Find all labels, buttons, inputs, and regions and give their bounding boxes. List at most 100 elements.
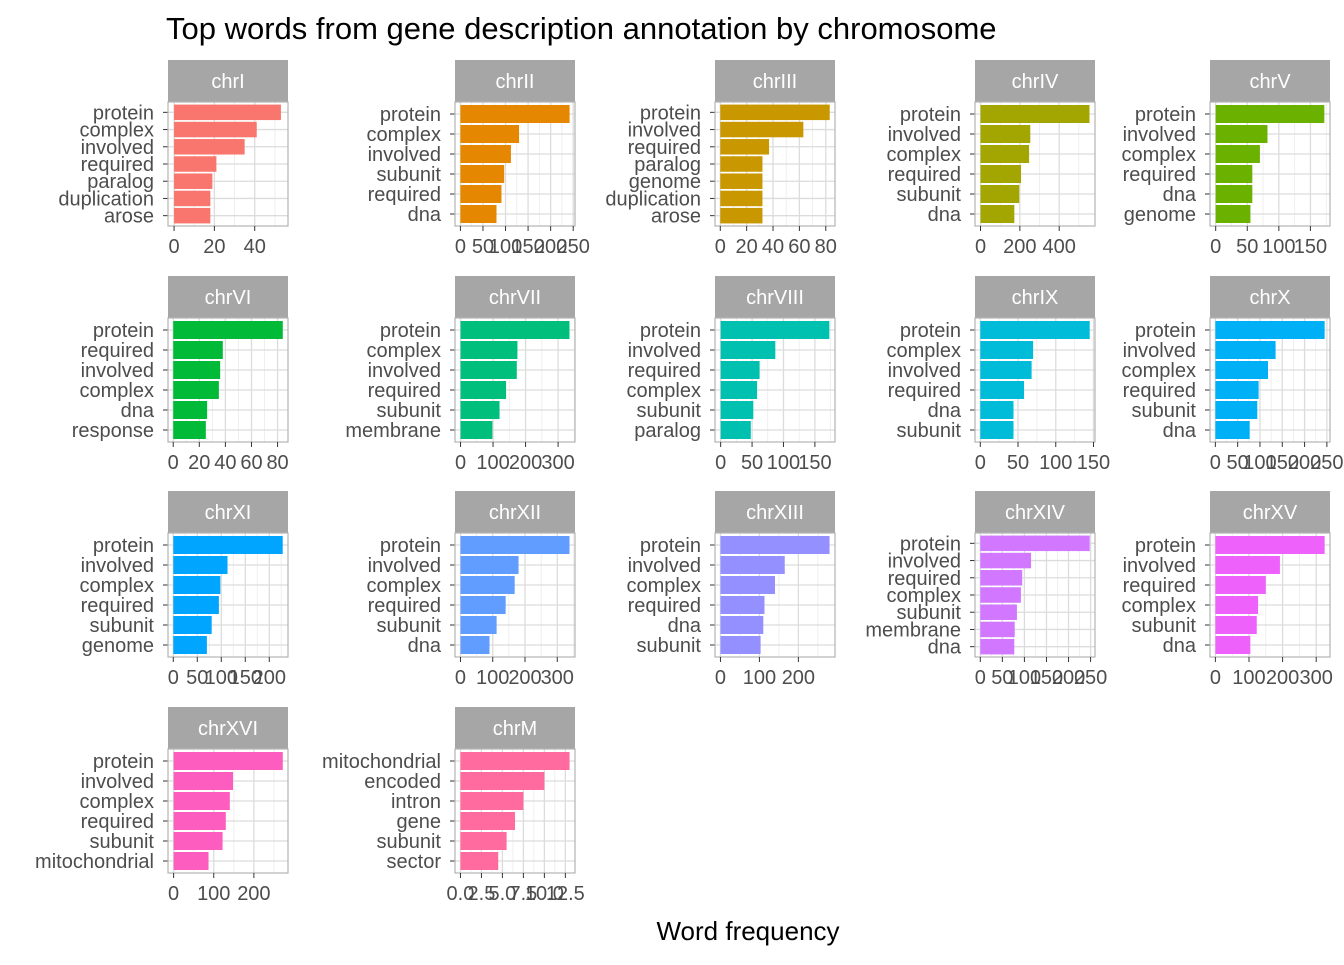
facet-strip-label: chrXIII bbox=[746, 502, 804, 524]
bar-required bbox=[174, 156, 217, 172]
bar-membrane bbox=[980, 621, 1015, 638]
bar-required bbox=[720, 361, 760, 379]
facet-strip-label: chrXII bbox=[489, 502, 541, 524]
y-tick-label: required bbox=[368, 380, 441, 402]
bar-required bbox=[980, 165, 1022, 183]
y-tick-label: protein bbox=[640, 320, 701, 342]
bar-required bbox=[173, 341, 223, 359]
x-tick-label: 20 bbox=[203, 236, 225, 258]
facet-strip bbox=[455, 60, 575, 102]
bar-involved bbox=[1215, 341, 1276, 359]
bar-protein bbox=[720, 321, 830, 339]
x-tick-label: 0 bbox=[975, 667, 986, 689]
facet-panel-chrXII: chrXII proteininvolvedcomplexrequiredsubu… bbox=[367, 491, 576, 689]
x-tick-label: 40 bbox=[214, 452, 236, 474]
bar-required bbox=[460, 381, 507, 399]
x-tick-label: 50 bbox=[1227, 452, 1249, 474]
y-tick-label: mitochondrial bbox=[322, 751, 441, 773]
x-tick-label: 150 bbox=[1077, 452, 1110, 474]
bar-involved bbox=[173, 556, 228, 574]
y-tick-label: complex bbox=[80, 791, 154, 813]
facet-strip bbox=[168, 491, 288, 533]
panel-border bbox=[167, 317, 289, 443]
bar-mitochondrial bbox=[460, 752, 570, 770]
facet-panel-chrVI: chrVI proteinrequiredinvolvedcomplexdnare… bbox=[72, 276, 289, 474]
bar-involved bbox=[460, 556, 519, 574]
y-tick-label: subunit bbox=[90, 615, 155, 637]
bar-protein bbox=[173, 321, 283, 339]
y-tick-label: genome bbox=[82, 635, 154, 657]
y-tick-label: complex bbox=[1122, 144, 1196, 166]
panel-border bbox=[454, 748, 576, 874]
y-tick-label: complex bbox=[1122, 595, 1196, 617]
bar-involved bbox=[173, 772, 234, 790]
y-tick-label: protein bbox=[900, 533, 961, 555]
y-tick-label: required bbox=[1123, 164, 1196, 186]
panel-border bbox=[454, 101, 576, 227]
facet-strip bbox=[975, 60, 1095, 102]
panel-border bbox=[1209, 317, 1331, 443]
y-tick-label: required bbox=[1123, 575, 1196, 597]
bar-involved bbox=[720, 341, 776, 359]
bar-required bbox=[173, 812, 226, 830]
facet-panel-chrV: chrV proteininvolvedcomplexrequireddnagen… bbox=[1122, 60, 1331, 258]
facet-panel-chrVII: chrVII proteincomplexinvolvedrequiredsubu… bbox=[345, 276, 576, 474]
bar-protein bbox=[980, 321, 1090, 339]
bar-duplication bbox=[720, 190, 763, 207]
panel-border bbox=[974, 532, 1096, 658]
y-tick-label: required bbox=[628, 137, 701, 159]
panel-border bbox=[974, 101, 1096, 227]
y-tick-label: required bbox=[888, 568, 961, 590]
y-tick-label: complex bbox=[627, 575, 701, 597]
facet-panel-chrIX: chrIX proteincomplexinvolvedrequireddnasu… bbox=[887, 276, 1110, 474]
y-tick-label: subunit bbox=[377, 615, 442, 637]
x-tick-label: 200 bbox=[1266, 667, 1299, 689]
x-tick-label: 100 bbox=[1262, 236, 1295, 258]
x-tick-label: 250 bbox=[1074, 667, 1107, 689]
x-tick-label: 0.0 bbox=[447, 883, 475, 905]
y-tick-label: protein bbox=[380, 320, 441, 342]
y-tick-label: arose bbox=[651, 206, 701, 228]
bar-complex bbox=[980, 145, 1030, 163]
facet-strip-label: chrXIV bbox=[1005, 502, 1066, 524]
y-tick-label: protein bbox=[900, 104, 961, 126]
y-tick-label: involved bbox=[368, 144, 441, 166]
y-tick-label: protein bbox=[380, 104, 441, 126]
y-tick-label: subunit bbox=[897, 184, 962, 206]
bar-involved bbox=[1215, 125, 1268, 143]
x-tick-label: 200 bbox=[1003, 236, 1036, 258]
x-tick-label: 100 bbox=[1039, 452, 1072, 474]
y-tick-label: protein bbox=[380, 535, 441, 557]
x-tick-label: 200 bbox=[237, 883, 270, 905]
x-tick-label: 100 bbox=[1008, 667, 1041, 689]
y-tick-label: involved bbox=[81, 360, 154, 382]
y-tick-label: complex bbox=[887, 144, 961, 166]
x-tick-label: 0 bbox=[455, 236, 466, 258]
x-tick-label: 80 bbox=[815, 236, 837, 258]
y-tick-label: subunit bbox=[90, 831, 155, 853]
facet-strip-label: chrIX bbox=[1012, 287, 1059, 309]
x-tick-label: 60 bbox=[240, 452, 262, 474]
y-tick-label: required bbox=[81, 154, 154, 176]
x-tick-label: 300 bbox=[541, 452, 574, 474]
facet-panel-chrI: chrI proteincomplexinvolvedrequiredparalo… bbox=[58, 60, 289, 258]
bar-sector bbox=[460, 852, 499, 870]
x-tick-label: 150 bbox=[511, 236, 544, 258]
bar-paralog bbox=[174, 173, 213, 189]
facet-strip bbox=[975, 491, 1095, 533]
y-tick-label: involved bbox=[1123, 124, 1196, 146]
x-tick-label: 0 bbox=[455, 667, 466, 689]
facet-strip-label: chrII bbox=[496, 71, 535, 93]
bar-complex bbox=[460, 576, 515, 594]
facet-panel-chrII: chrII proteincomplexinvolvedsubunitrequir… bbox=[367, 60, 590, 258]
y-tick-label: sector bbox=[387, 851, 442, 873]
x-tick-label: 50 bbox=[1007, 452, 1029, 474]
facet-strip bbox=[715, 491, 835, 533]
y-tick-label: required bbox=[81, 595, 154, 617]
bar-complex bbox=[1215, 145, 1260, 163]
facet-strip-label: chrXVI bbox=[198, 718, 258, 740]
bar-required bbox=[460, 596, 506, 614]
facet-panel-chrXIV: chrXIV proteininvolvedrequiredcomplexsubu… bbox=[865, 491, 1107, 689]
facet-panel-chrXI: chrXI proteininvolvedcomplexrequiredsubun… bbox=[80, 491, 289, 689]
x-axis-title: Word frequency bbox=[656, 916, 839, 946]
